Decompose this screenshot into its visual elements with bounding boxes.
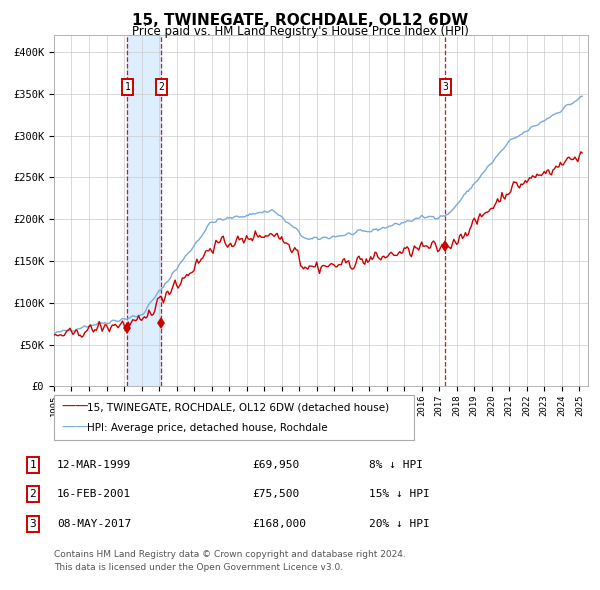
Text: ——: —— [61,421,89,435]
Text: 2: 2 [158,82,164,92]
Text: 15, TWINEGATE, ROCHDALE, OL12 6DW (detached house): 15, TWINEGATE, ROCHDALE, OL12 6DW (detac… [87,402,389,412]
Text: 15% ↓ HPI: 15% ↓ HPI [369,489,430,499]
Text: 20% ↓ HPI: 20% ↓ HPI [369,519,430,529]
Text: 2: 2 [29,489,37,499]
Text: £168,000: £168,000 [252,519,306,529]
Text: 12-MAR-1999: 12-MAR-1999 [57,460,131,470]
Text: 15, TWINEGATE, ROCHDALE, OL12 6DW: 15, TWINEGATE, ROCHDALE, OL12 6DW [132,13,468,28]
Bar [127,35,161,386]
Text: 1: 1 [124,82,130,92]
Text: HPI: Average price, detached house, Rochdale: HPI: Average price, detached house, Roch… [87,422,328,432]
Text: 08-MAY-2017: 08-MAY-2017 [57,519,131,529]
Text: ——: —— [61,400,89,414]
Text: 3: 3 [442,82,448,92]
Text: 16-FEB-2001: 16-FEB-2001 [57,489,131,499]
Text: £69,950: £69,950 [252,460,299,470]
Text: £75,500: £75,500 [252,489,299,499]
Text: Price paid vs. HM Land Registry's House Price Index (HPI): Price paid vs. HM Land Registry's House … [131,25,469,38]
Text: 8% ↓ HPI: 8% ↓ HPI [369,460,423,470]
Text: Contains HM Land Registry data © Crown copyright and database right 2024.: Contains HM Land Registry data © Crown c… [54,550,406,559]
Text: 1: 1 [29,460,37,470]
Text: 3: 3 [29,519,37,529]
Text: This data is licensed under the Open Government Licence v3.0.: This data is licensed under the Open Gov… [54,563,343,572]
